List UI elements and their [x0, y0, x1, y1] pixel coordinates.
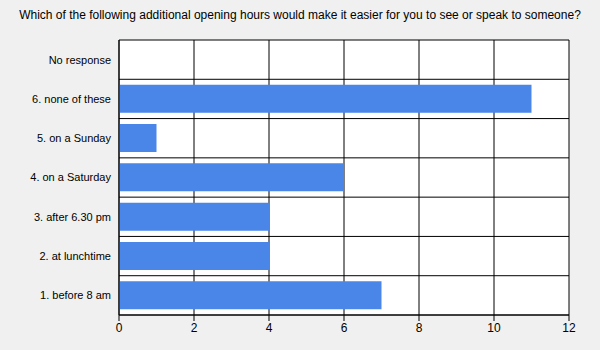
- svg-text:4. on a Saturday: 4. on a Saturday: [30, 171, 111, 183]
- svg-text:12: 12: [562, 321, 576, 335]
- svg-text:5. on a Sunday: 5. on a Sunday: [37, 132, 112, 144]
- svg-text:8: 8: [416, 321, 423, 335]
- svg-text:10: 10: [487, 321, 501, 335]
- svg-text:6: 6: [341, 321, 348, 335]
- svg-text:1. before 8 am: 1. before 8 am: [40, 289, 111, 301]
- svg-text:6. none of these: 6. none of these: [32, 93, 111, 105]
- html-text:Which of the following additio: Which of the following additional openin…: [19, 8, 581, 22]
- svg-text:3. after 6.30 pm: 3. after 6.30 pm: [34, 211, 111, 223]
- svg-text:No response: No response: [49, 54, 111, 66]
- svg-text:2. at lunchtime: 2. at lunchtime: [39, 250, 111, 262]
- svg-text:2: 2: [191, 321, 198, 335]
- svg-text:0: 0: [116, 321, 123, 335]
- svg-text:4: 4: [266, 321, 273, 335]
